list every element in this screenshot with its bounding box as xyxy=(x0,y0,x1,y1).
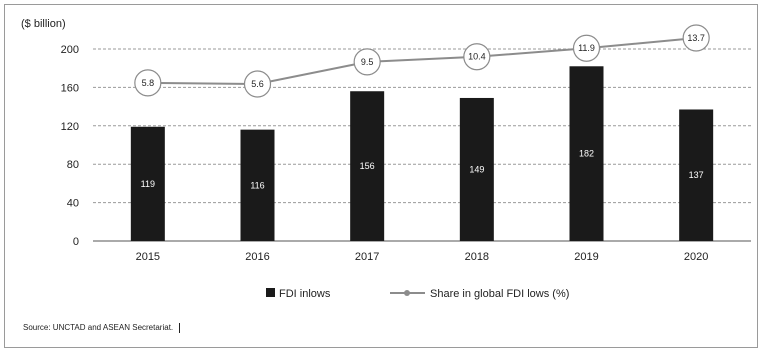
bar xyxy=(459,97,494,242)
legend-line-marker xyxy=(404,290,410,296)
bar-value-label: 149 xyxy=(469,164,484,174)
share-point xyxy=(243,70,272,98)
legend-bar-swatch xyxy=(266,288,275,297)
share-value-label: 13.7 xyxy=(687,33,705,43)
legend: FDI inlows Share in global FDI lows (%) xyxy=(266,288,569,300)
share-line: 5.8 5.6 9.5 10.4 11.9 13.7 xyxy=(134,24,710,98)
y-tick-label: 120 xyxy=(61,121,79,133)
y-tick-label: 40 xyxy=(67,198,79,210)
share-point xyxy=(682,24,710,52)
share-value-label: 9.5 xyxy=(361,57,374,67)
source-note: Source: UNCTAD and ASEAN Secretariat. xyxy=(23,323,181,333)
share-point xyxy=(463,43,491,71)
gridlines xyxy=(93,48,751,204)
x-tick-label: 2016 xyxy=(245,251,269,263)
bar-value-label: 119 xyxy=(141,179,155,189)
bar-value-label: 116 xyxy=(250,180,264,190)
x-tick-label: 2020 xyxy=(684,251,708,263)
source-text: Source: UNCTAD and ASEAN Secretariat. xyxy=(23,323,174,333)
share-point xyxy=(572,34,601,62)
share-value-label: 5.6 xyxy=(251,79,264,89)
x-axis-ticks: 2015 2016 2017 2018 2019 2020 xyxy=(136,251,709,263)
bar xyxy=(240,129,275,241)
bars: 119 116 156 149 182 137 xyxy=(130,66,714,242)
bar-value-label: 156 xyxy=(360,161,375,171)
y-tick-label: 200 xyxy=(61,44,79,56)
share-value-label: 10.4 xyxy=(468,52,486,62)
y-axis-ticks: 0 40 80 120 160 200 xyxy=(61,44,79,248)
legend-bar-label: FDI inlows xyxy=(279,288,331,300)
y-axis-unit-label: ($ billion) xyxy=(21,18,66,30)
share-value-label: 5.8 xyxy=(142,78,155,88)
share-point xyxy=(353,48,381,76)
text-cursor xyxy=(179,323,181,333)
bar-value-label: 182 xyxy=(579,149,594,159)
x-tick-label: 2015 xyxy=(136,251,160,263)
share-value-label: 11.9 xyxy=(578,43,595,53)
bar-value-label: 137 xyxy=(689,170,704,180)
y-tick-label: 0 xyxy=(73,236,79,248)
share-line-path xyxy=(147,37,697,86)
legend-line-label: Share in global FDI lows (%) xyxy=(430,288,569,300)
share-point xyxy=(134,69,162,97)
chart-frame: ($ billion) 0 40 80 120 160 200 119 116 156 149 1… xyxy=(4,4,758,348)
bar xyxy=(350,91,385,242)
y-tick-label: 80 xyxy=(67,159,79,171)
bar xyxy=(569,66,604,241)
bar xyxy=(130,126,165,241)
x-tick-label: 2017 xyxy=(355,251,379,263)
y-tick-label: 160 xyxy=(61,82,79,94)
x-tick-label: 2019 xyxy=(574,251,598,263)
x-tick-label: 2018 xyxy=(465,251,489,263)
bar xyxy=(679,109,714,241)
